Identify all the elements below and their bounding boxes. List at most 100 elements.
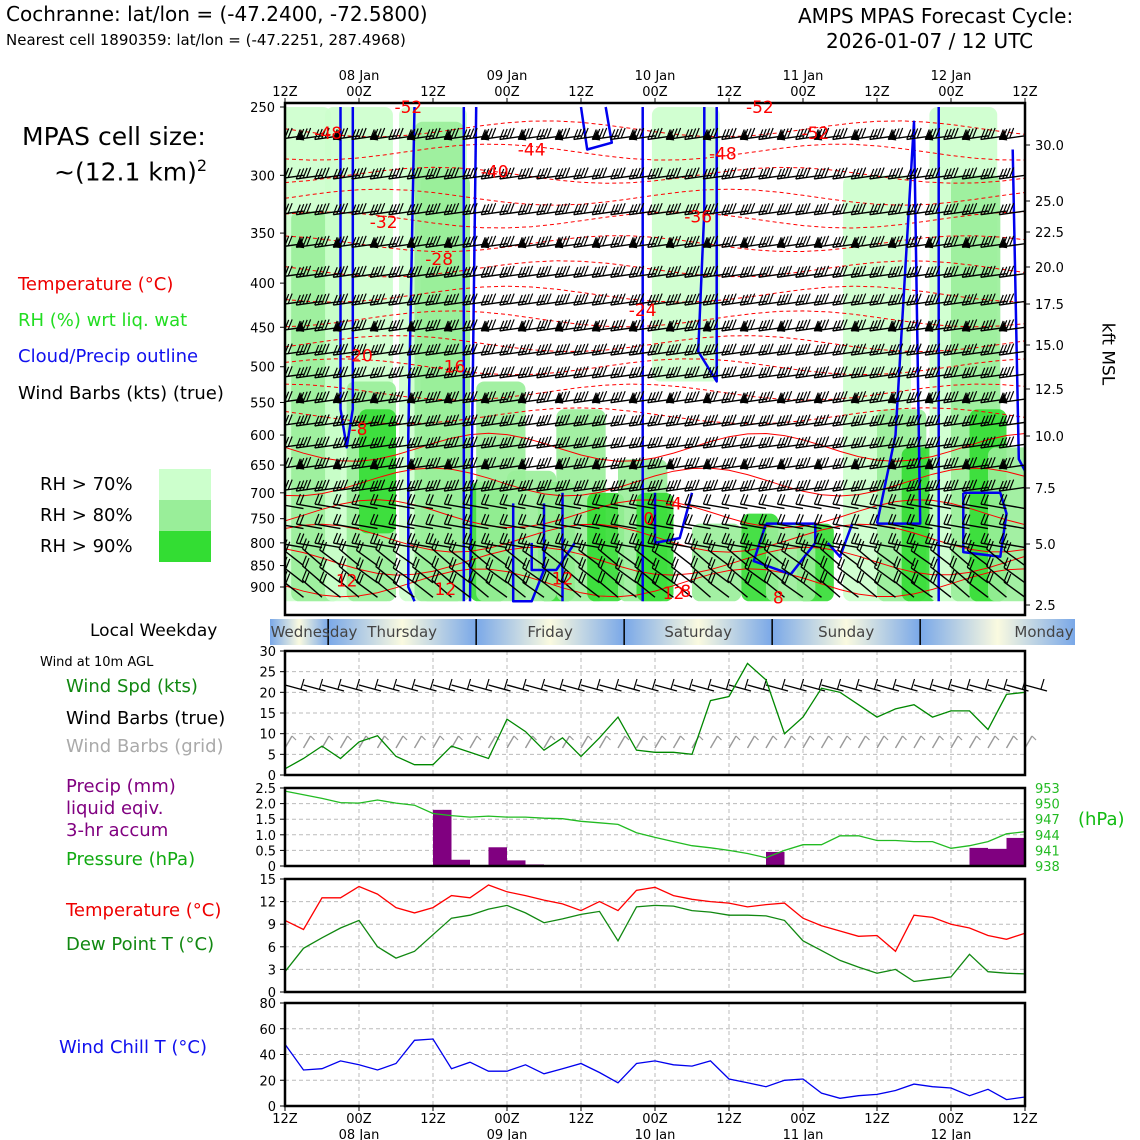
kft-tick-label: 10.0	[1035, 430, 1064, 445]
temperature-contour-label: -52	[746, 98, 774, 118]
wind-barb	[869, 366, 896, 379]
grid-wind-barb	[902, 735, 907, 741]
wind-barb	[375, 570, 397, 598]
wind-barb	[924, 479, 952, 492]
wind-barb	[850, 265, 878, 278]
precip-bar	[507, 860, 526, 866]
wind-barb	[887, 479, 915, 492]
wind-barb	[425, 167, 452, 180]
wind-barb	[980, 366, 1007, 379]
pressure-tick-label: 950	[1035, 798, 1060, 813]
wind-barb	[758, 167, 785, 180]
wind-barb	[758, 479, 785, 492]
grid-wind-barb	[365, 735, 371, 741]
grid-wind-barb	[532, 735, 537, 741]
wind-barb	[943, 293, 970, 306]
wind-barb	[554, 167, 582, 180]
wind-barb	[406, 436, 434, 449]
wind-barb	[869, 479, 896, 492]
wind-barb	[480, 513, 508, 530]
wind-barb	[887, 343, 915, 356]
wind-barb	[295, 456, 323, 470]
wind-barb	[850, 366, 878, 379]
wind-barb	[314, 390, 341, 404]
rh-legend-swatch	[159, 531, 211, 562]
wind-barb	[351, 493, 378, 510]
wind-barb	[591, 479, 619, 492]
wind-barb	[776, 235, 804, 249]
cloud-outline	[511, 503, 546, 603]
temperature-contour-label: 12	[663, 584, 685, 604]
wind-barb	[893, 556, 915, 584]
wind-barb	[906, 436, 933, 449]
wind-barb	[763, 538, 785, 567]
true-wind-barb	[947, 678, 953, 690]
wind-barb	[850, 293, 878, 306]
wind-barb	[980, 436, 1007, 449]
bottom-time-tick-label: 00Z	[494, 1112, 520, 1127]
wind-barb	[369, 265, 397, 278]
wind-barb	[776, 532, 804, 549]
y-tick-label: 60	[259, 1023, 276, 1038]
grid-wind-barb	[587, 735, 593, 741]
wind-barb	[961, 319, 989, 332]
wind-barb	[813, 343, 841, 356]
y-tick-label: 1.0	[255, 829, 276, 844]
wind-barb	[591, 366, 619, 379]
wind-barb	[614, 571, 637, 598]
wind-barb	[739, 479, 767, 492]
temperature-contour-dashed	[285, 260, 1025, 278]
wind-barb	[351, 167, 378, 180]
wind-barb	[425, 293, 452, 306]
rh-legend-80: RH > 80%	[40, 505, 133, 526]
grid-wind-barb	[439, 735, 445, 741]
wind-barb	[375, 538, 397, 567]
wind-barb	[906, 366, 933, 379]
wind-barb	[651, 572, 674, 598]
wind-barb	[980, 293, 1007, 306]
wind-barb	[554, 436, 582, 449]
wind-barb	[560, 555, 582, 584]
wind-barb	[906, 513, 933, 530]
wind-barb	[462, 479, 489, 492]
bottom-time-tick-label: 12Z	[420, 1112, 446, 1127]
wind-barb	[628, 202, 656, 216]
temperature-contour-label: -4	[665, 494, 682, 514]
wind-barb	[332, 127, 360, 141]
wind-barb	[369, 456, 397, 470]
true-wind-barb	[781, 678, 786, 690]
wind-barb	[943, 493, 970, 510]
bottom-time-tick-label: 00Z	[790, 1112, 816, 1127]
wind-barb	[721, 532, 748, 549]
wind-barb	[924, 532, 952, 549]
wind-barb	[869, 414, 896, 427]
wind-barb	[800, 556, 822, 584]
wind-barb	[980, 479, 1007, 492]
grid-wind-barb	[828, 735, 833, 741]
grid-wind-barb	[569, 735, 574, 741]
grid-wind-barb	[358, 735, 367, 749]
temperature-contour-label: -36	[684, 208, 712, 228]
wind-barb	[295, 414, 323, 427]
temperature-contour-label: -28	[425, 250, 453, 270]
wind-barb	[351, 390, 378, 404]
wind-barb	[406, 479, 434, 492]
wind-barb	[314, 532, 341, 549]
wind-barb	[739, 167, 767, 180]
wind-barb	[628, 235, 656, 249]
wind-barb	[887, 456, 915, 470]
wind-barb	[647, 513, 674, 530]
wind-barb	[819, 555, 841, 584]
weekday-cell	[328, 619, 477, 645]
wind-barb	[998, 319, 1025, 332]
wind-barb	[425, 436, 452, 449]
wind-barb	[406, 293, 434, 306]
wind-barb	[295, 202, 323, 216]
wind-barb	[924, 493, 952, 510]
wind-barb	[684, 343, 711, 356]
wind-barbs-grid-label: Wind Barbs (grid)	[66, 736, 224, 757]
grid-wind-barb	[846, 735, 852, 741]
wind-barb	[837, 539, 859, 567]
wind-barb	[480, 493, 508, 510]
true-wind-barb	[506, 684, 530, 692]
